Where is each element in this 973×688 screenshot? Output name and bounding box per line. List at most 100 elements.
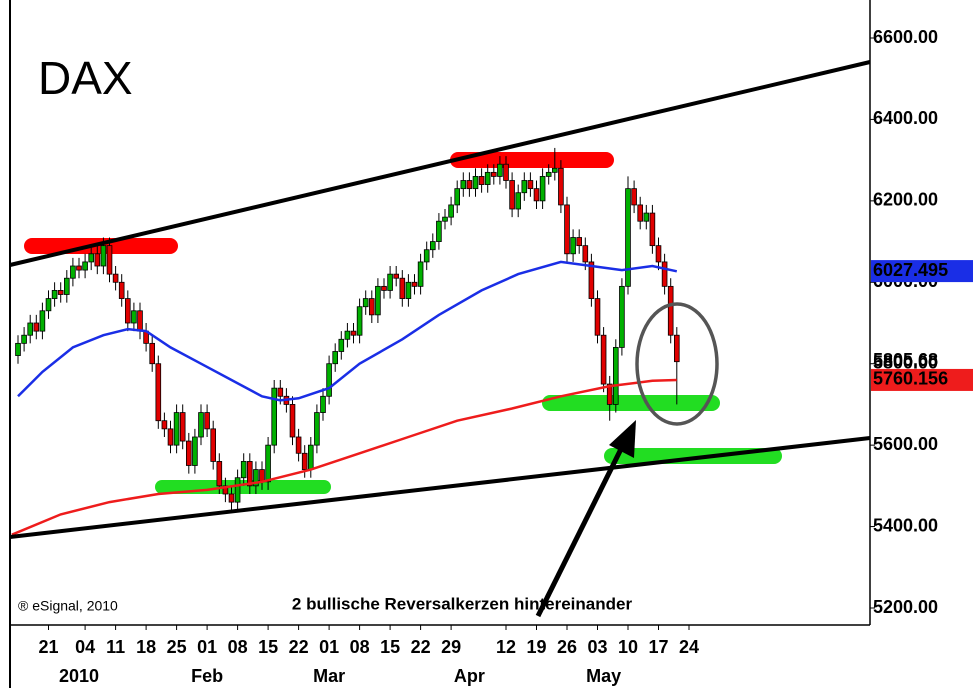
candle-body bbox=[484, 171, 491, 185]
candle-body bbox=[246, 461, 253, 487]
x-tick-label: 22 bbox=[289, 637, 309, 657]
candle-body bbox=[503, 163, 509, 181]
arrow bbox=[535, 445, 625, 618]
candle-body bbox=[643, 212, 650, 222]
candle-body bbox=[259, 469, 265, 483]
candle-body bbox=[21, 334, 27, 344]
candle-body bbox=[674, 334, 680, 363]
candle-body bbox=[307, 444, 314, 470]
candle-body bbox=[381, 285, 387, 291]
candle-body bbox=[558, 167, 564, 206]
candle-body bbox=[533, 188, 540, 202]
candle-body bbox=[527, 180, 534, 190]
candle-body bbox=[539, 176, 546, 202]
candle-body bbox=[76, 265, 82, 271]
x-tick-label: 17 bbox=[648, 637, 668, 657]
x-tick-label: 01 bbox=[319, 637, 339, 657]
candle-body bbox=[27, 322, 33, 336]
x-tick-label: 26 bbox=[557, 637, 577, 657]
chart-title: DAX bbox=[38, 52, 133, 104]
y-tick-label: 6600.00 bbox=[873, 27, 938, 47]
candle-body bbox=[387, 273, 393, 291]
candle-body bbox=[667, 285, 674, 336]
x-tick-label: 12 bbox=[496, 637, 516, 657]
candle-body bbox=[161, 420, 168, 430]
candle-body bbox=[356, 306, 363, 336]
candle-body bbox=[204, 412, 210, 430]
candle-body bbox=[320, 395, 326, 413]
candle-body bbox=[271, 387, 277, 446]
candle-body bbox=[167, 428, 174, 446]
month-label: 2010 bbox=[59, 666, 99, 686]
candle-body bbox=[436, 220, 442, 242]
x-tick-label: 04 bbox=[75, 637, 95, 657]
y-tick-label: 6400.00 bbox=[873, 108, 938, 128]
candle-body bbox=[344, 330, 351, 340]
candle-body bbox=[368, 298, 375, 316]
candle-body bbox=[649, 212, 656, 247]
x-tick-label: 15 bbox=[380, 637, 400, 657]
candle-body bbox=[70, 265, 76, 279]
candle-body bbox=[210, 428, 217, 462]
candle-body bbox=[399, 277, 406, 299]
month-label: May bbox=[586, 666, 621, 686]
candle-body bbox=[582, 245, 589, 263]
candle-body bbox=[613, 347, 619, 405]
x-tick-label: 25 bbox=[167, 637, 187, 657]
candle-body bbox=[478, 176, 485, 185]
candle-body bbox=[277, 387, 284, 397]
x-tick-label: 08 bbox=[228, 637, 248, 657]
candle-body bbox=[576, 237, 582, 247]
candle-body bbox=[216, 461, 223, 487]
candle-body bbox=[112, 273, 119, 283]
candle-body bbox=[594, 298, 601, 336]
candle-body bbox=[472, 176, 479, 190]
candle-body bbox=[125, 298, 131, 324]
candle-body bbox=[106, 245, 113, 275]
candle-body bbox=[301, 452, 308, 470]
y-tick-label: 5400.00 bbox=[873, 515, 938, 535]
moving-average bbox=[17, 260, 678, 402]
candle-body bbox=[570, 237, 576, 255]
candle-body bbox=[417, 261, 424, 287]
candle-body bbox=[545, 171, 552, 177]
x-tick-label: 29 bbox=[441, 637, 461, 657]
x-tick-label: 19 bbox=[526, 637, 546, 657]
candle-body bbox=[137, 310, 143, 332]
candle-body bbox=[118, 281, 125, 299]
candle-body bbox=[39, 310, 46, 332]
candle-body bbox=[625, 188, 631, 287]
candle-body bbox=[429, 241, 436, 251]
x-tick-label: 03 bbox=[587, 637, 607, 657]
x-tick-label: 24 bbox=[679, 637, 699, 657]
candle-body bbox=[222, 485, 229, 495]
candle-body bbox=[497, 163, 503, 177]
price-label: 6027.495 bbox=[873, 260, 948, 280]
plot bbox=[11, 147, 680, 536]
y-tick-label: 5600.00 bbox=[873, 434, 938, 454]
month-label: Apr bbox=[454, 666, 485, 686]
candle-body bbox=[94, 253, 101, 267]
candle-body bbox=[149, 342, 156, 365]
candle-body bbox=[45, 298, 52, 312]
moving-average bbox=[11, 378, 677, 536]
candle-body bbox=[332, 351, 338, 365]
candle-body bbox=[606, 383, 613, 405]
candle-body bbox=[490, 171, 497, 177]
x-tick-label: 10 bbox=[618, 637, 638, 657]
x-tick-label: 22 bbox=[411, 637, 431, 657]
candle-body bbox=[552, 167, 558, 173]
candle-body bbox=[289, 404, 296, 438]
candle-body bbox=[655, 245, 662, 263]
candle-body bbox=[185, 440, 192, 466]
candle-body bbox=[350, 330, 357, 336]
candle-body bbox=[460, 180, 467, 190]
highlight-circle bbox=[635, 302, 719, 426]
source: ® eSignal, 2010 bbox=[18, 598, 118, 614]
x-tick-label: 21 bbox=[38, 637, 58, 657]
arrow-head bbox=[609, 420, 636, 458]
candle-body bbox=[362, 298, 369, 308]
candle-body bbox=[88, 253, 95, 263]
candle-body bbox=[15, 342, 21, 356]
